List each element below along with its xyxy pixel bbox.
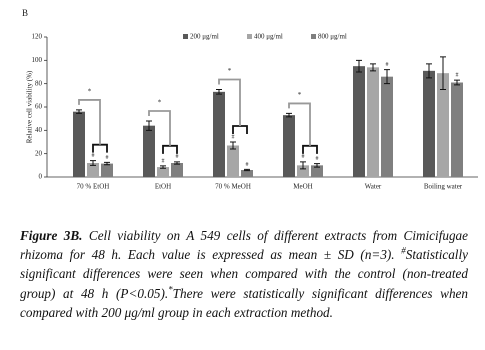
- legend-swatch: [183, 34, 188, 39]
- bar: [171, 163, 183, 177]
- bar: [297, 165, 309, 177]
- star-marker: *: [158, 99, 162, 107]
- significance-bracket: [232, 125, 248, 134]
- significance-bracket: [162, 144, 178, 154]
- x-tick-label: 70 % MeOH: [215, 183, 251, 191]
- x-tick-label: 70 % EtOH: [77, 183, 110, 191]
- significance-bracket: [218, 78, 241, 126]
- significance-bracket: [92, 143, 108, 153]
- error-bar: [90, 160, 96, 166]
- y-tick-label: 80: [35, 79, 43, 87]
- bar: [227, 145, 239, 177]
- hash-marker: #: [232, 134, 235, 140]
- y-tick-label: 20: [35, 149, 43, 157]
- error-bar: [244, 168, 250, 172]
- hash-marker: #: [456, 73, 459, 79]
- x-tick-label: MeOH: [293, 183, 312, 191]
- caption-text: There were statistically significant dif…: [20, 285, 468, 320]
- caption-text: Cell viability on A 549 cells of differe…: [20, 228, 468, 263]
- error-bar: [216, 89, 222, 95]
- error-bar: [454, 79, 460, 86]
- error-bar: [160, 165, 166, 169]
- error-bar: [286, 112, 292, 118]
- chart: B Relative cell viability (%) 0 20 40 60 80 1…: [22, 8, 478, 191]
- hash-marker: #: [386, 62, 389, 68]
- hash-marker: #: [92, 153, 95, 159]
- hash-marker: #: [176, 154, 179, 160]
- error-bar: [146, 120, 152, 131]
- legend-label: 400 μg/ml: [254, 33, 283, 41]
- hash-marker: #: [246, 162, 249, 168]
- error-bar: [356, 59, 362, 73]
- x-tick-label: Water: [365, 183, 382, 191]
- star-marker: *: [228, 67, 232, 75]
- error-bar: [314, 163, 320, 168]
- bar: [451, 82, 463, 177]
- bar: [423, 70, 435, 177]
- hash-marker: #: [106, 155, 109, 161]
- legend-label: 800 μg/ml: [318, 33, 347, 41]
- bar: [87, 163, 99, 177]
- bar: [283, 115, 295, 177]
- significance-bracket: [148, 110, 171, 146]
- legend-swatch: [311, 34, 316, 39]
- y-axis-label: Relative cell viability (%): [26, 70, 34, 143]
- y-tick-label: 60: [35, 103, 43, 111]
- error-bar: [174, 161, 180, 165]
- y-tick-label: 40: [35, 126, 43, 134]
- bar: [73, 111, 85, 177]
- bar: [367, 67, 379, 177]
- bar: [241, 170, 253, 177]
- x-tick-label: EtOH: [155, 183, 171, 191]
- bar: [157, 167, 169, 177]
- significance-bracket: [302, 144, 318, 154]
- bar: [311, 165, 323, 177]
- error-bar: [426, 63, 432, 79]
- hash-marker: #: [316, 156, 319, 162]
- hash-marker: #: [162, 158, 165, 164]
- y-tick-label: 120: [32, 33, 43, 41]
- bar: [437, 73, 449, 177]
- legend-label: 200 μg/ml: [190, 33, 219, 41]
- significance-bracket: [288, 102, 311, 146]
- bar: [101, 163, 113, 177]
- x-tick-label: Boiling water: [424, 183, 463, 191]
- star-marker: *: [298, 91, 302, 99]
- hash-marker: #: [302, 154, 305, 160]
- error-bar: [384, 69, 390, 85]
- error-bar: [370, 63, 376, 72]
- error-bar: [76, 109, 82, 114]
- bar: [143, 125, 155, 177]
- y-tick-label: 100: [32, 56, 43, 64]
- caption-lead: Figure 3B.: [20, 228, 83, 243]
- bar: [213, 91, 225, 177]
- caption-text: Statistically significant differences we…: [20, 247, 468, 301]
- panel-label: B: [22, 8, 28, 18]
- significance-bracket: [78, 99, 101, 145]
- error-bar: [300, 161, 306, 170]
- caption: Figure 3B. Cell viability on A 549 cells…: [20, 226, 468, 322]
- star-marker: *: [88, 88, 92, 96]
- error-bar: [440, 56, 446, 90]
- error-bar: [230, 141, 236, 150]
- legend-swatch: [247, 34, 252, 39]
- error-bar: [104, 161, 110, 166]
- bar: [381, 76, 393, 177]
- caption-sup: *: [168, 284, 173, 295]
- bar: [353, 66, 365, 177]
- y-tick-label: 0: [39, 173, 43, 181]
- caption-sup: #: [401, 245, 406, 256]
